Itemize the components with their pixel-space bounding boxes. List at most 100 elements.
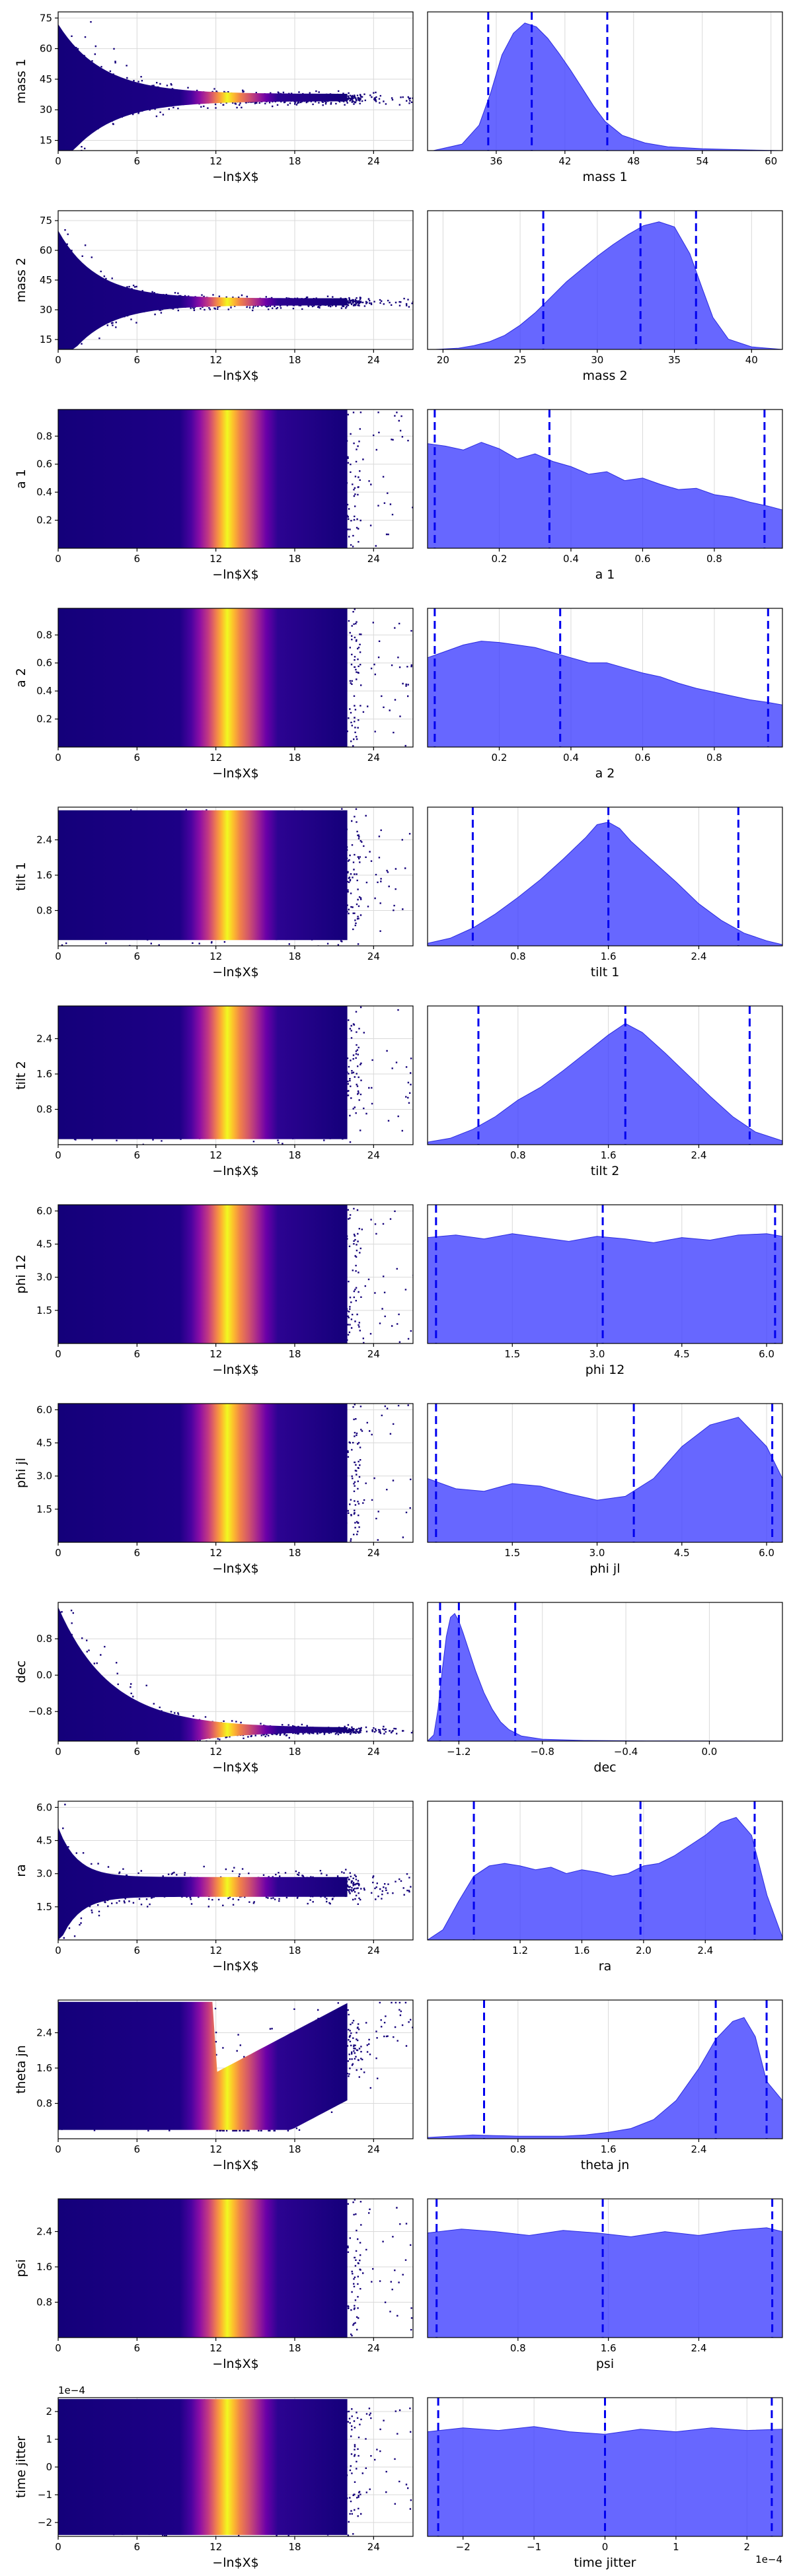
y-tick-label: 2.4	[36, 1032, 52, 1044]
x-tick-label: 24	[367, 2541, 380, 2553]
trace-points	[58, 410, 413, 548]
marginal-x-axis-label: tilt 1	[591, 965, 620, 980]
trace-density-band	[58, 1006, 348, 1139]
x-tick-label: 12	[209, 2342, 222, 2354]
marginal-panel-phi-jl: 1.5 3.0 4.5 6.0 phi jl	[427, 1403, 783, 1576]
trace-outlier-points	[58, 229, 413, 349]
x-tick-label: 30	[591, 354, 603, 366]
marginal-panel-theta-jn: 0.8 1.6 2.4 theta jn	[427, 1999, 783, 2172]
trace-x-axis-label: −ln$X$	[212, 170, 258, 184]
x-tick-label: 0	[55, 2541, 61, 2553]
x-tick-label: 0	[55, 1945, 61, 1956]
trace-panel-a-1: 0 6 12 18 24 0.2 0.4 0.6 0.8 −ln$X$ a 1	[14, 409, 414, 582]
trace-x-axis-label: −ln$X$	[212, 1561, 258, 1576]
trace-points	[58, 2001, 413, 2131]
x-tick-label: 1.2	[512, 1945, 528, 1956]
marginal-frame	[427, 608, 783, 748]
x-tick-label: 6.0	[759, 1348, 774, 1360]
trace-y-axis-label: mass 1	[14, 59, 28, 104]
y-tick-label: 0.6	[36, 657, 52, 669]
trace-y-axis-label: phi 12	[14, 1254, 28, 1294]
x-tick-label: 12	[209, 1348, 222, 1360]
y-scale-label: 1e−4	[58, 2384, 85, 2396]
trace-frame	[57, 1801, 414, 1941]
y-tick-label: −0.8	[28, 1705, 52, 1717]
marginal-frame	[427, 1602, 783, 1742]
x-tick-label: 20	[437, 354, 449, 366]
trace-points	[58, 1205, 413, 1343]
density-group	[428, 608, 782, 747]
x-tick-label: 0	[55, 950, 61, 962]
x-tick-label: 24	[367, 1348, 380, 1360]
y-tick-label: −2	[38, 2517, 52, 2528]
x-tick-label: 24	[367, 155, 380, 167]
x-tick-label: 2.4	[691, 2143, 707, 2155]
y-tick-label: 2.4	[36, 2225, 52, 2237]
y-tick-label: 45	[40, 274, 52, 286]
trace-y-axis-label: psi	[14, 2259, 28, 2277]
x-tick-label: 18	[288, 155, 301, 167]
trace-x-axis-label: −ln$X$	[212, 766, 258, 781]
trace-density-band	[58, 810, 348, 941]
x-tick-label: 12	[209, 2143, 222, 2155]
trace-frame	[57, 806, 414, 947]
x-tick-label: 0.6	[635, 553, 651, 565]
x-tick-label: 3.0	[589, 1348, 605, 1360]
trace-points	[58, 1404, 412, 1542]
x-tick-label: 0.4	[563, 752, 579, 764]
x-tick-label: 0	[55, 2143, 61, 2155]
x-tick-label: 12	[209, 1149, 222, 1161]
x-tick-label: 0.8	[510, 950, 526, 962]
y-tick-label: 2	[46, 2406, 52, 2417]
x-tick-label: 24	[367, 354, 380, 366]
y-tick-label: 3.0	[36, 1271, 52, 1283]
posterior-density	[428, 2227, 782, 2338]
x-tick-label: 6	[134, 155, 141, 167]
y-tick-label: 1.5	[36, 1901, 52, 1913]
y-tick-label: 4.5	[36, 1238, 52, 1250]
x-tick-label: 6	[134, 1746, 141, 1758]
y-tick-label: 0	[46, 2461, 52, 2473]
x-tick-label: 24	[367, 1149, 380, 1161]
x-tick-label: 0	[55, 1547, 61, 1559]
trace-x-axis-label: −ln$X$	[212, 1363, 258, 1377]
density-group	[428, 807, 782, 946]
marginal-x-axis-label: phi jl	[590, 1561, 621, 1576]
y-tick-label: 30	[40, 104, 52, 116]
y-tick-label: 0.2	[36, 713, 52, 725]
trace-panel-dec: 0 6 12 18 24 −0.8 0.0 0.8 −ln$X$ dec	[14, 1602, 414, 1775]
x-tick-label: 0	[55, 354, 61, 366]
marginal-frame	[427, 2198, 783, 2338]
x-tick-label: 0.8	[706, 752, 722, 764]
x-tick-label: 18	[288, 2342, 301, 2354]
x-tick-label: −0.8	[531, 1746, 554, 1758]
marginal-x-axis-label: mass 2	[582, 369, 627, 383]
x-tick-label: 0	[602, 2541, 609, 2553]
x-tick-label: 18	[288, 1348, 301, 1360]
x-tick-label: 24	[367, 1547, 380, 1559]
trace-y-axis-label: mass 2	[14, 258, 28, 303]
trace-panel-theta-jn: 0 6 12 18 24 0.8 1.6 2.4 −ln$X$ theta jn	[14, 1999, 414, 2172]
trace-y-axis-label: dec	[14, 1661, 28, 1683]
x-tick-label: 1.5	[504, 1348, 520, 1360]
y-tick-label: 0.0	[36, 1669, 52, 1681]
density-group	[428, 2398, 782, 2536]
trace-y-axis-label: tilt 1	[14, 862, 28, 891]
trace-panel-mass-1: 0 6 12 18 24 15 30 45 60 75 −ln$X$ mass 1	[14, 11, 414, 184]
x-tick-label: 0.8	[510, 2143, 526, 2155]
x-tick-label: 1.6	[601, 950, 617, 962]
marginal-frame	[427, 1801, 783, 1941]
x-tick-label: 18	[288, 1746, 301, 1758]
posterior-density	[428, 2017, 782, 2139]
y-tick-label: 75	[40, 12, 52, 24]
trace-points	[58, 608, 413, 747]
trace-frame	[57, 1204, 414, 1344]
trace-density-band	[58, 2199, 348, 2338]
trace-density-band	[58, 2001, 348, 2130]
density-group	[428, 1602, 782, 1741]
trace-panel-tilt-1: 0 6 12 18 24 0.8 1.6 2.4 −ln$X$ tilt 1	[14, 806, 414, 980]
x-tick-label: 0.2	[492, 553, 508, 565]
x-tick-label: 2.4	[691, 950, 707, 962]
